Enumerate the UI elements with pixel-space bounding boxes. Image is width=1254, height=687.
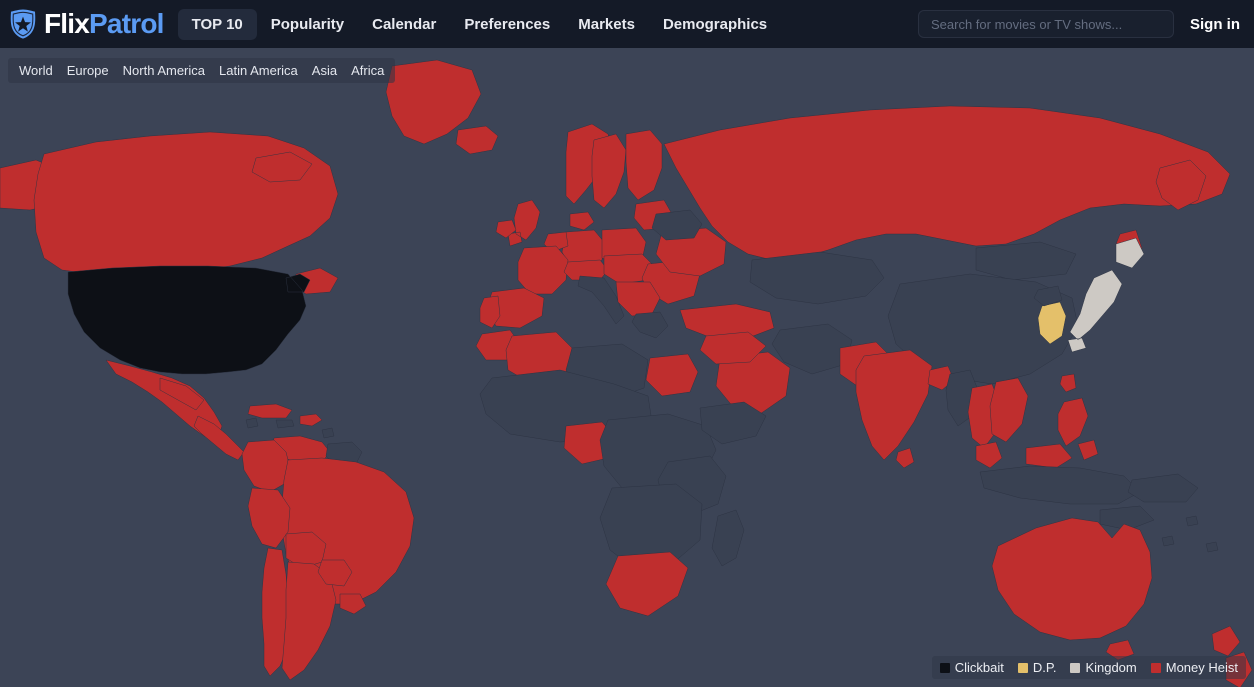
- logo-text-flix: Flix: [44, 8, 90, 39]
- nav-item-demographics[interactable]: Demographics: [662, 15, 768, 33]
- country-paraguay[interactable]: [318, 560, 352, 586]
- region-tab-asia[interactable]: Asia: [311, 63, 338, 78]
- nav-item-preferences[interactable]: Preferences: [464, 15, 551, 33]
- region-tab-latin-america[interactable]: Latin America: [219, 63, 298, 78]
- legend-item-dp[interactable]: D.P.: [1017, 660, 1057, 675]
- country-egypt[interactable]: [646, 354, 698, 396]
- country-saudi-arabia[interactable]: [716, 352, 790, 414]
- country-malaysia[interactable]: [976, 442, 1072, 468]
- country-madagascar[interactable]: [712, 510, 744, 566]
- country-mongolia[interactable]: [976, 242, 1076, 280]
- country-russia-kamchatka[interactable]: [1156, 160, 1206, 210]
- country-turkey[interactable]: [680, 304, 774, 338]
- country-haiti-jamaica[interactable]: [276, 420, 294, 428]
- nav-item-popularity[interactable]: Popularity: [270, 15, 345, 33]
- country-greece[interactable]: [632, 312, 668, 338]
- legend-swatch-clickbait: [939, 662, 950, 673]
- logo-wordmark: FlixPatrol: [44, 10, 164, 38]
- legend-label-money-heist: Money Heist: [1165, 660, 1238, 675]
- country-taiwan[interactable]: [1060, 374, 1076, 392]
- legend-swatch-dp: [1017, 662, 1028, 673]
- country-iraq-jordan-israel[interactable]: [700, 332, 766, 364]
- legend-label-kingdom: Kingdom: [1085, 660, 1137, 675]
- legend-label-dp: D.P.: [1032, 660, 1057, 675]
- country-sweden[interactable]: [592, 134, 626, 208]
- legend-swatch-money-heist: [1150, 662, 1161, 673]
- region-central-america[interactable]: [194, 416, 244, 460]
- logo-text-patrol: Patrol: [89, 8, 164, 39]
- country-japan[interactable]: [1068, 238, 1144, 352]
- country-sri-lanka[interactable]: [896, 448, 914, 468]
- world-choropleth-map[interactable]: [0, 48, 1254, 687]
- country-denmark[interactable]: [570, 212, 594, 230]
- country-papua-new-guinea[interactable]: [1128, 474, 1198, 502]
- nav-item-markets[interactable]: Markets: [578, 15, 635, 33]
- region-tab-africa[interactable]: Africa: [351, 63, 385, 78]
- island-group-pacific: [1162, 516, 1218, 552]
- country-philippines[interactable]: [1058, 398, 1098, 460]
- country-russia[interactable]: [664, 106, 1230, 260]
- country-dominican-republic[interactable]: [300, 414, 322, 426]
- country-belarus[interactable]: [652, 210, 702, 240]
- country-vietnam-cambodia[interactable]: [990, 378, 1028, 442]
- nav-item-top10[interactable]: TOP 10: [177, 8, 257, 40]
- country-finland[interactable]: [626, 130, 662, 200]
- country-iran[interactable]: [772, 324, 852, 374]
- country-iceland[interactable]: [456, 126, 498, 154]
- legend-item-clickbait[interactable]: Clickbait: [939, 660, 1004, 675]
- country-colombia[interactable]: [242, 440, 290, 492]
- country-china[interactable]: [888, 274, 1078, 384]
- nav-item-calendar[interactable]: Calendar: [372, 15, 437, 33]
- region-tab-north-america[interactable]: North America: [122, 63, 206, 78]
- legend-swatch-kingdom: [1070, 662, 1081, 673]
- country-south-korea[interactable]: [1038, 302, 1066, 344]
- world-map-container[interactable]: World Europe North America Latin America…: [0, 48, 1254, 687]
- region-tab-world[interactable]: World: [19, 63, 53, 78]
- country-united-states[interactable]: [68, 266, 310, 374]
- country-india[interactable]: [856, 350, 932, 460]
- legend-item-money-heist[interactable]: Money Heist: [1150, 660, 1238, 675]
- country-greenland[interactable]: [386, 60, 481, 144]
- island-group-caribbean-small: [246, 418, 334, 438]
- search-input[interactable]: [918, 10, 1174, 38]
- legend-item-kingdom[interactable]: Kingdom: [1070, 660, 1137, 675]
- country-ireland[interactable]: [496, 220, 516, 238]
- country-north-korea[interactable]: [1034, 286, 1062, 306]
- country-australia[interactable]: [992, 518, 1152, 660]
- sign-in-link[interactable]: Sign in: [1190, 15, 1240, 33]
- country-united-kingdom[interactable]: [508, 200, 540, 246]
- flixpatrol-logo[interactable]: FlixPatrol: [6, 7, 164, 41]
- region-horn-of-africa[interactable]: [700, 402, 766, 444]
- map-legend: Clickbait D.P. Kingdom Money Heist: [931, 656, 1246, 679]
- header-right-group: Sign in: [918, 10, 1242, 38]
- country-france[interactable]: [518, 246, 568, 294]
- country-peru[interactable]: [248, 488, 290, 548]
- country-chile[interactable]: [262, 548, 290, 676]
- country-canada[interactable]: [34, 132, 338, 274]
- region-tab-bar: World Europe North America Latin America…: [8, 58, 396, 83]
- main-navigation: TOP 10 Popularity Calendar Preferences M…: [177, 8, 782, 40]
- legend-label-clickbait: Clickbait: [954, 660, 1004, 675]
- country-uruguay[interactable]: [340, 594, 366, 614]
- police-badge-shield-icon: [6, 7, 40, 41]
- country-ukraine[interactable]: [656, 228, 726, 276]
- country-italy[interactable]: [578, 276, 624, 324]
- country-kazakhstan[interactable]: [750, 252, 884, 304]
- country-portugal[interactable]: [480, 296, 500, 328]
- country-balkans[interactable]: [616, 282, 660, 316]
- country-cuba[interactable]: [248, 404, 292, 418]
- country-indonesia[interactable]: [980, 466, 1154, 530]
- site-header: FlixPatrol TOP 10 Popularity Calendar Pr…: [0, 0, 1254, 48]
- country-south-africa[interactable]: [606, 552, 688, 616]
- region-tab-europe[interactable]: Europe: [66, 63, 109, 78]
